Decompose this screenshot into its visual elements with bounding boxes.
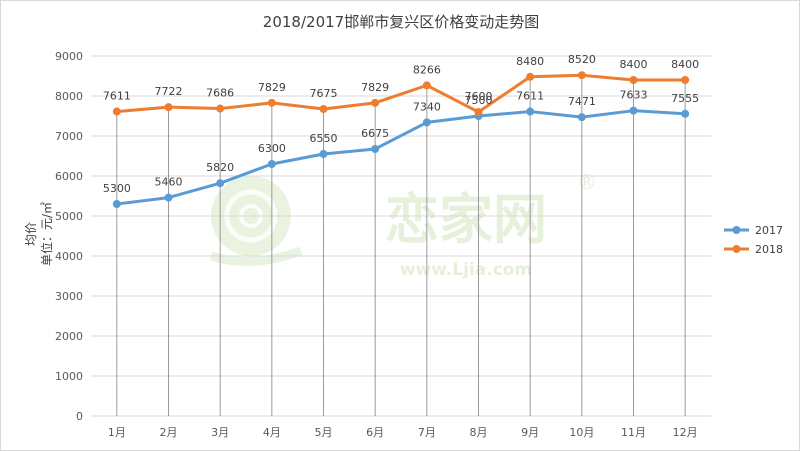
legend: 2017 2018 [724,224,783,256]
data-point-2018 [216,104,225,113]
data-label-2017: 7555 [671,92,699,105]
x-tick-label: 9月 [521,426,539,439]
y-tick-label: 9000 [55,50,83,63]
data-label-2018: 7675 [310,87,338,100]
registered-mark: ® [577,170,597,194]
data-point-2017 [577,113,586,122]
data-point-2018 [577,71,586,80]
series-line-2017 [116,109,686,206]
y-tick-label: 2000 [55,330,83,343]
y-tick-label: 0 [76,410,83,423]
data-label-2018: 7722 [155,85,183,98]
y-axis-ticks: 0 1000 2000 3000 4000 5000 6000 7000 8000 9000 [55,50,83,423]
x-tick-label: 11月 [621,426,646,439]
legend-label-2017: 2017 [755,224,783,237]
gridlines [91,55,711,417]
data-point-2017 [164,193,173,202]
y-axis-unit: 单位：元/㎡ [39,202,54,266]
x-tick-label: 8月 [470,426,488,439]
series-group [112,71,690,208]
data-point-2018 [629,76,638,84]
data-label-2017: 5460 [155,176,183,189]
series-line-2018 [116,73,686,114]
data-label-2017: 7633 [620,89,648,102]
watermark-brand: 恋家网 [385,188,547,251]
y-tick-label: 7000 [55,130,83,143]
y-tick-label: 8000 [55,90,83,103]
x-tick-label: 1月 [108,426,126,439]
data-label-2017: 6675 [361,127,389,140]
data-point-2018 [474,108,483,116]
legend-marker-2017 [732,226,741,234]
y-axis-label: 均价 [24,222,38,246]
data-label-2018: 7611 [103,90,131,103]
data-label-2018: 7829 [361,81,389,94]
data-label-2018: 7600 [465,90,493,103]
data-label-2018: 8266 [413,63,441,76]
legend-marker-2018 [732,245,741,253]
data-label-2017: 6550 [310,132,338,145]
data-point-2017 [681,109,690,118]
y-axis-title: 均价 单位：元/㎡ [24,202,54,266]
data-label-2017: 7500 [465,94,493,107]
data-label-2018: 7686 [206,87,234,100]
watermark: 恋家网 www.Ljia.com ® [209,170,597,280]
data-point-2018 [164,103,173,112]
y-tick-label: 6000 [55,170,83,183]
data-point-2017 [526,107,535,116]
data-point-2017 [319,150,328,158]
y-tick-label: 3000 [55,290,83,303]
x-tick-label: 6月 [366,426,384,439]
data-label-2017: 7611 [516,90,544,103]
data-point-2018 [112,107,121,116]
data-label-2018: 8520 [568,53,596,66]
data-point-2017 [216,179,225,188]
drop-lines [116,75,686,416]
data-point-2018 [422,81,431,90]
data-point-2018 [267,98,276,107]
x-tick-label: 3月 [211,426,229,439]
data-point-2017 [422,118,431,127]
x-axis-ticks: 1月 2月 3月 4月 5月 6月 7月 8月 9月 10月 11月 12月 [108,426,698,439]
x-tick-label: 7月 [418,426,436,439]
data-label-2018: 8480 [516,55,544,68]
x-tick-label: 2月 [160,426,178,439]
y-tick-label: 4000 [55,250,83,263]
data-label-2018: 8400 [620,58,648,71]
data-point-2017 [267,160,276,168]
data-label-2017: 5300 [103,182,131,195]
data-point-2018 [681,76,690,84]
data-label-2017: 7340 [413,100,441,113]
snail-logo [209,176,303,266]
y-tick-label: 1000 [55,370,83,383]
x-tick-label: 4月 [263,426,281,439]
x-tick-label: 10月 [569,426,594,439]
data-point-2017 [629,106,638,115]
legend-label-2018: 2018 [755,243,783,256]
y-tick-label: 5000 [55,210,83,223]
chart-title: 2018/2017邯郸市复兴区价格变动走势图 [263,13,539,31]
data-point-2017 [371,145,380,153]
data-label-2017: 6300 [258,142,286,155]
data-labels: 5300 5460 5820 6300 6550 6675 7340 7500 7611 7471… [103,53,699,195]
watermark-url: www.Ljia.com [400,260,532,280]
x-tick-label: 5月 [315,426,333,439]
data-point-2018 [371,98,380,107]
data-label-2017: 5820 [206,161,234,174]
x-tick-label: 12月 [673,426,698,439]
data-point-2018 [319,105,328,113]
data-label-2018: 8400 [671,58,699,71]
data-point-2017 [112,200,121,208]
data-point-2018 [526,72,535,81]
data-label-2018: 7829 [258,81,286,94]
data-label-2017: 7471 [568,95,596,108]
